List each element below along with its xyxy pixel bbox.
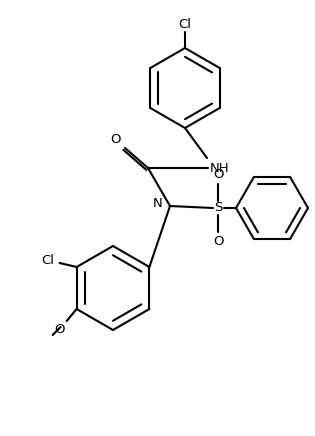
Text: Cl: Cl: [42, 255, 54, 268]
Text: S: S: [214, 201, 222, 215]
Text: O: O: [213, 168, 223, 181]
Text: O: O: [213, 235, 223, 248]
Text: NH: NH: [210, 161, 230, 174]
Text: Cl: Cl: [179, 18, 192, 31]
Text: N: N: [152, 198, 162, 211]
Text: O: O: [54, 323, 65, 336]
Text: O: O: [111, 133, 121, 146]
